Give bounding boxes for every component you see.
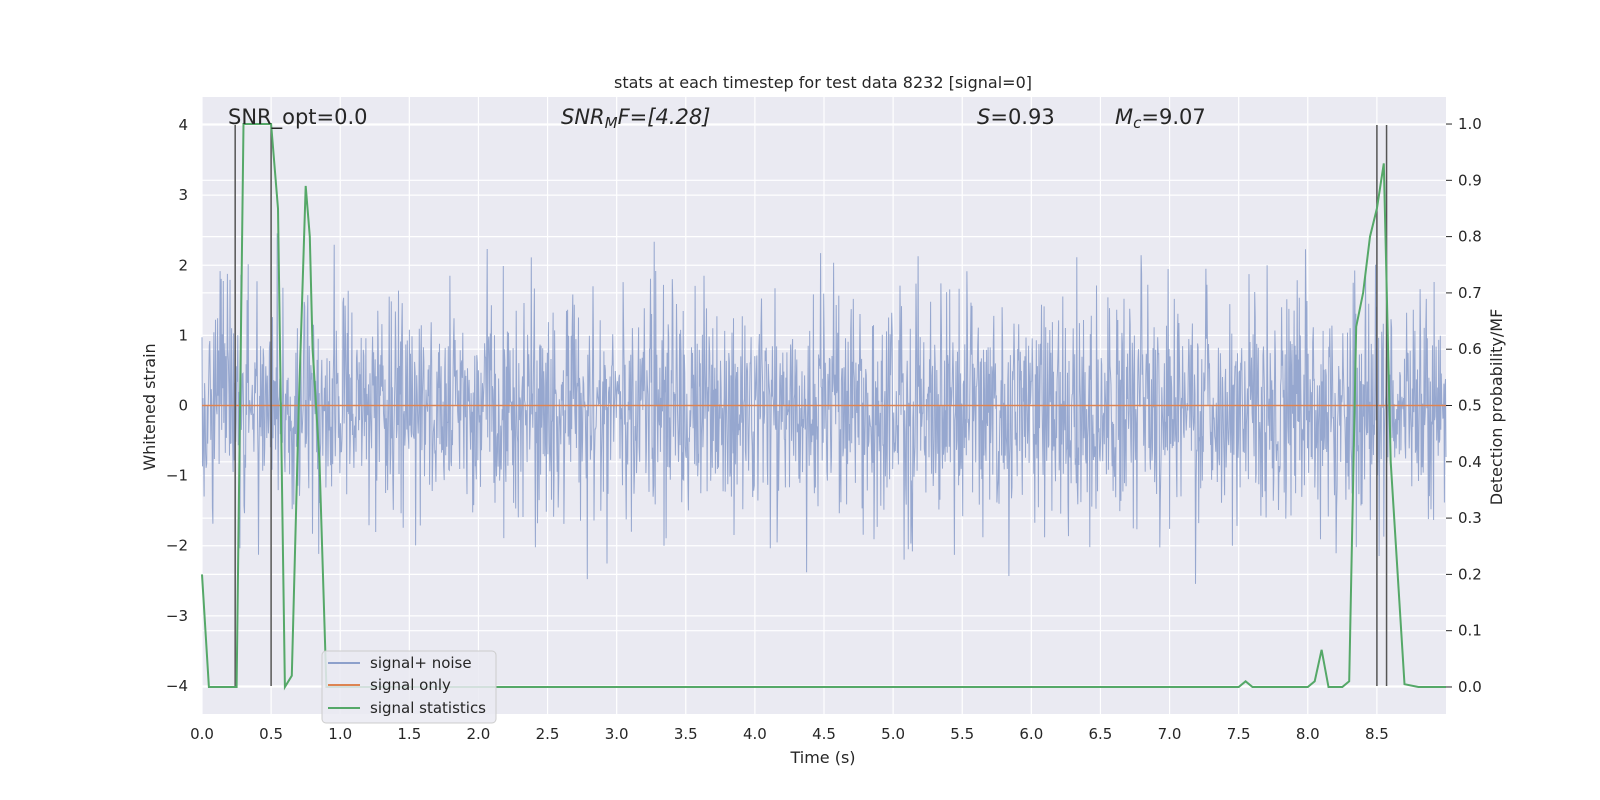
x-tick-label: 7.0 — [1158, 725, 1182, 743]
snr-mf-rest: F=[4.28] — [618, 105, 711, 129]
series-signal-statistics — [201, 123, 1446, 691]
x-axis-ticks: 0.0 0.5 1.0 1.5 2.0 2.5 3.0 3.5 4.0 4.5 5.0 5.5 6.0 6… — [190, 725, 1389, 743]
y-tick-label: 1 — [178, 326, 188, 344]
y2-tick-label: 0.0 — [1458, 678, 1482, 696]
legend-label-signal-noise: signal+ noise — [370, 654, 472, 672]
x-tick-label: 3.5 — [674, 725, 698, 743]
s-label: S — [977, 105, 990, 129]
mc-sub: c — [1133, 114, 1142, 132]
annotation-snr-opt: SNR_opt=0.0 — [228, 105, 368, 130]
legend-label-signal-only: signal only — [370, 676, 451, 694]
x-tick-label: 2.5 — [536, 725, 560, 743]
y-axis-ticks: 4 3 2 1 0 −1 −2 −3 −4 — [166, 116, 188, 695]
y-tick-label: 0 — [178, 397, 188, 415]
s-value: =0.93 — [990, 105, 1054, 129]
x-tick-label: 6.5 — [1089, 725, 1113, 743]
x-tick-label: 5.0 — [881, 725, 905, 743]
y2-tick-label: 0.1 — [1458, 622, 1482, 640]
vertical-markers — [234, 125, 1388, 686]
signal-statistics-line — [201, 123, 1446, 691]
y2-axis-ticks: 1.0 0.9 0.8 0.7 0.6 0.5 0.4 0.3 0.2 0.1 0.0 — [1446, 115, 1482, 696]
annotation-mc: Mc=9.07 — [1115, 105, 1206, 132]
series-signal-noise — [201, 233, 1447, 584]
annotation-snr-mf: SNRMF=[4.28] — [561, 105, 710, 132]
annotation-s: S=0.93 — [977, 105, 1055, 129]
x-tick-label: 2.0 — [467, 725, 491, 743]
x-tick-label: 4.5 — [812, 725, 836, 743]
x-tick-label: 7.5 — [1227, 725, 1251, 743]
legend-label-signal-statistics: signal statistics — [370, 699, 486, 717]
x-tick-label: 8.5 — [1365, 725, 1389, 743]
snr-mf-sub: M — [605, 114, 618, 132]
y2-tick-label: 0.7 — [1458, 284, 1482, 302]
y-tick-label: 3 — [178, 186, 188, 204]
x-tick-label: 6.0 — [1019, 725, 1043, 743]
x-tick-label: 0.5 — [259, 725, 283, 743]
y2-tick-label: 0.4 — [1458, 453, 1482, 471]
x-tick-label: 5.5 — [950, 725, 974, 743]
y2-tick-label: 0.9 — [1458, 171, 1482, 189]
x-tick-label: 0.0 — [190, 725, 214, 743]
y-axis-label: Whitened strain — [140, 343, 159, 470]
x-tick-label: 1.0 — [328, 725, 352, 743]
y2-tick-label: 0.6 — [1458, 340, 1482, 358]
y-tick-label: −3 — [166, 607, 188, 625]
mc-value: =9.07 — [1141, 105, 1205, 129]
chart-title: stats at each timestep for test data 823… — [614, 73, 1032, 92]
y-tick-label: 4 — [178, 116, 188, 134]
y-tick-label: 2 — [178, 256, 188, 274]
y-tick-label: −4 — [166, 677, 188, 695]
x-tick-label: 1.5 — [397, 725, 421, 743]
x-tick-label: 8.0 — [1296, 725, 1320, 743]
y2-tick-label: 0.2 — [1458, 565, 1482, 583]
noise-line — [201, 233, 1447, 584]
y2-axis-label: Detection probability/MF — [1487, 309, 1506, 506]
y2-tick-label: 0.3 — [1458, 509, 1482, 527]
x-axis-label: Time (s) — [789, 748, 855, 767]
y2-tick-label: 0.8 — [1458, 228, 1482, 246]
y2-tick-label: 1.0 — [1458, 115, 1482, 133]
x-tick-label: 4.0 — [743, 725, 767, 743]
y-tick-label: −1 — [166, 467, 188, 485]
y2-tick-label: 0.5 — [1458, 397, 1482, 415]
x-tick-label: 3.0 — [605, 725, 629, 743]
mc-label: M — [1115, 105, 1133, 129]
legend-box — [321, 650, 497, 724]
snr-mf-prefix: SNR — [561, 105, 605, 129]
y-tick-label: −2 — [166, 537, 188, 555]
legend: signal+ noise signal only signal statist… — [321, 650, 497, 724]
